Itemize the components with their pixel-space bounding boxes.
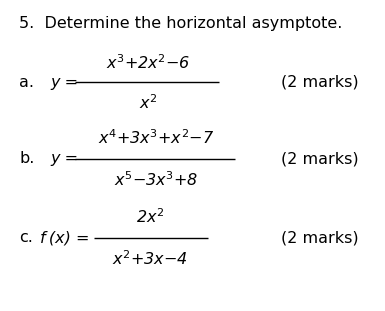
Text: $x^{2}$: $x^{2}$ bbox=[139, 93, 157, 112]
Text: $x^{3}$+2$x^{2}$−6: $x^{3}$+2$x^{2}$−6 bbox=[106, 53, 191, 72]
Text: (2 marks): (2 marks) bbox=[281, 151, 359, 166]
Text: $x^{5}$−3$x^{3}$+8: $x^{5}$−3$x^{3}$+8 bbox=[114, 170, 198, 189]
Text: b.: b. bbox=[19, 151, 35, 166]
Text: y =: y = bbox=[50, 75, 78, 90]
Text: 2$x^{2}$: 2$x^{2}$ bbox=[136, 208, 164, 226]
Text: y =: y = bbox=[50, 151, 78, 166]
Text: $x^{2}$+3x−4: $x^{2}$+3x−4 bbox=[112, 249, 188, 268]
Text: a.: a. bbox=[19, 75, 34, 90]
Text: c.: c. bbox=[19, 230, 33, 245]
Text: $x^{4}$+3$x^{3}$+$x^{2}$−7: $x^{4}$+3$x^{3}$+$x^{2}$−7 bbox=[98, 128, 214, 147]
Text: f (x) =: f (x) = bbox=[40, 230, 90, 245]
Text: (2 marks): (2 marks) bbox=[281, 230, 359, 245]
Text: 5.  Determine the horizontal asymptote.: 5. Determine the horizontal asymptote. bbox=[19, 16, 343, 30]
Text: (2 marks): (2 marks) bbox=[281, 75, 359, 90]
